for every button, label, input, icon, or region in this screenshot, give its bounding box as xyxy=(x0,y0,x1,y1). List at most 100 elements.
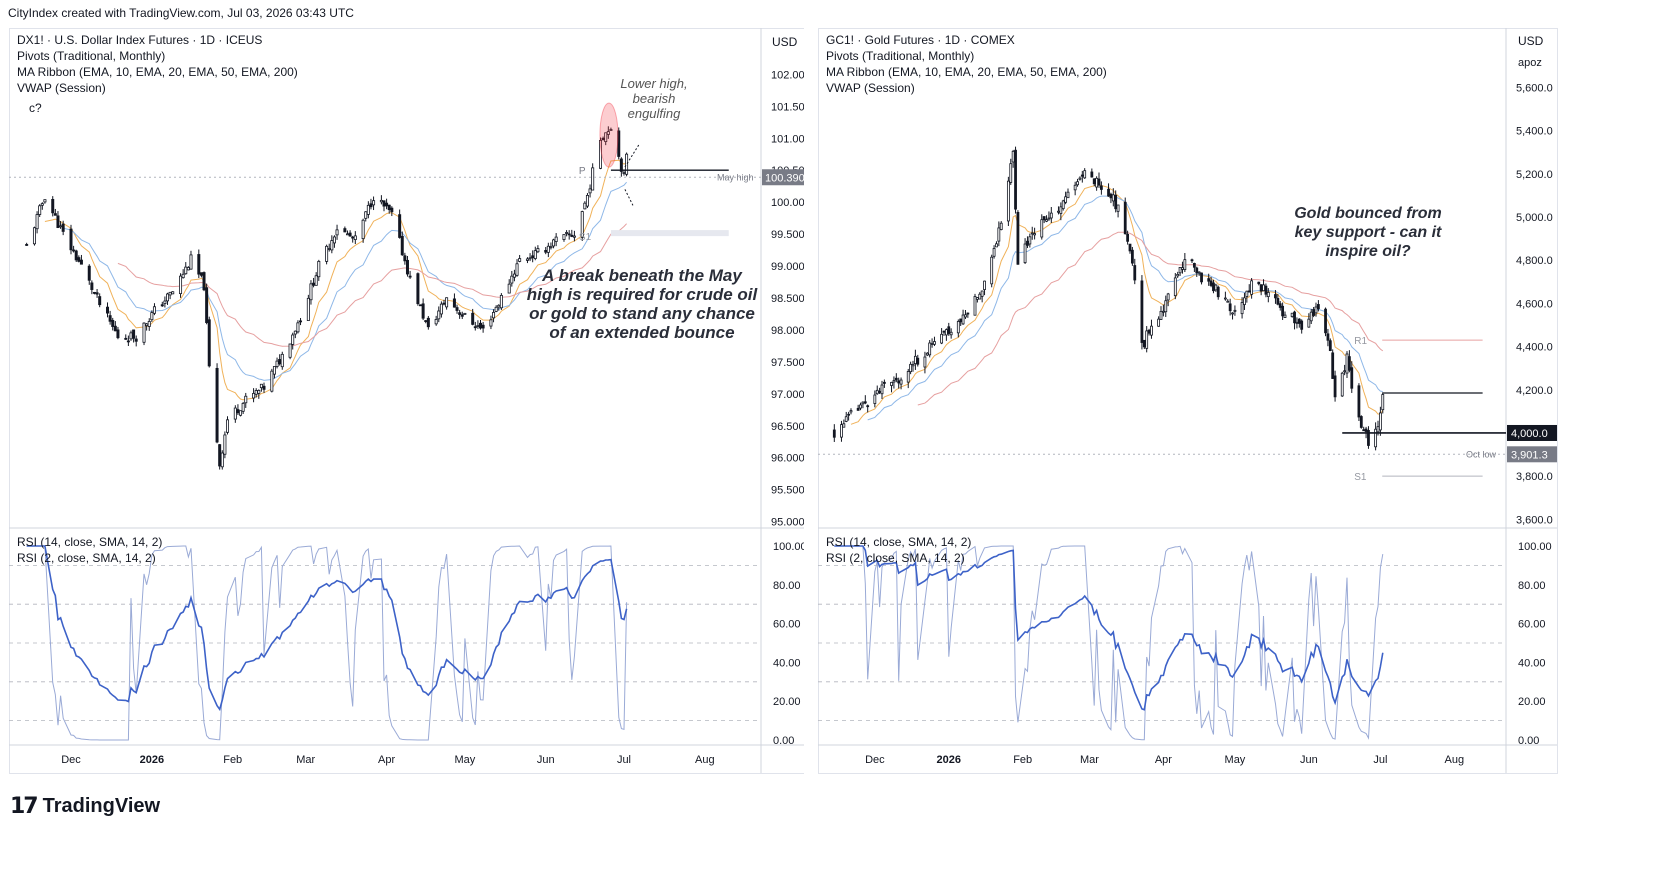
candle-body xyxy=(202,272,206,291)
tradingview-logo[interactable]: 17 TradingView xyxy=(10,794,160,819)
candle xyxy=(332,235,336,248)
unit-label[interactable]: apoz xyxy=(1518,57,1542,69)
candle-body xyxy=(419,304,423,307)
candle-body xyxy=(1123,201,1127,235)
panel-frame xyxy=(9,28,804,774)
legend-vwap[interactable]: VWAP (Session) xyxy=(826,81,915,95)
candle xyxy=(1264,283,1268,298)
candle xyxy=(335,224,339,240)
candle-body xyxy=(1314,306,1318,314)
rsi2-legend[interactable]: RSI (2, close, SMA, 14, 2) xyxy=(826,551,965,565)
candle xyxy=(536,245,540,254)
candle-body xyxy=(163,300,167,304)
candle-body xyxy=(197,254,201,275)
candle-body xyxy=(599,140,602,169)
candle-body xyxy=(992,248,996,257)
legend-ma-ribbon[interactable]: MA Ribbon (EMA, 10, EMA, 20, EMA, 50, EM… xyxy=(17,65,298,79)
candle-body xyxy=(1181,267,1184,270)
candle-body xyxy=(1197,271,1201,274)
legend-symbol[interactable]: DX1! · U.S. Dollar Index Futures · 1D · … xyxy=(17,33,263,47)
currency-label[interactable]: USD xyxy=(772,35,798,49)
candle-body xyxy=(492,312,496,319)
candle-body xyxy=(1157,318,1161,327)
candle-body xyxy=(1245,290,1249,297)
candle-body xyxy=(309,283,313,301)
candle xyxy=(1126,230,1130,245)
candle xyxy=(1357,383,1361,422)
candle xyxy=(1326,328,1330,347)
candle xyxy=(933,336,936,347)
gold-chart-canvas[interactable]: 3,600.0 3,800.0 4,000.0 4,200.0 4,400.0 4,600… xyxy=(818,28,1613,820)
candle-body xyxy=(1295,321,1299,324)
candle xyxy=(1233,305,1237,316)
candle-body xyxy=(343,228,347,233)
candle xyxy=(1033,227,1037,240)
candle-body xyxy=(205,287,209,323)
candle-body xyxy=(1033,233,1037,236)
candle-body xyxy=(925,352,929,356)
candle xyxy=(1257,281,1261,286)
gold-chart-panel[interactable]: 3,600.0 3,800.0 4,000.0 4,200.0 4,400.0 4,600… xyxy=(818,28,1613,820)
rsi14-legend[interactable]: RSI (14, close, SMA, 14, 2) xyxy=(17,535,163,549)
candle-body xyxy=(1090,171,1094,178)
candle-body xyxy=(1243,297,1246,305)
candle-body xyxy=(856,407,860,411)
candle-body xyxy=(314,275,318,286)
candle xyxy=(983,280,986,296)
candle xyxy=(452,293,456,308)
candle xyxy=(1042,216,1046,224)
candle-body xyxy=(1364,428,1368,432)
legend-vwap[interactable]: VWAP (Session) xyxy=(17,81,106,95)
candle-body xyxy=(1178,267,1182,274)
candle-body xyxy=(108,315,112,322)
candle-body xyxy=(77,257,81,262)
candle xyxy=(1266,288,1270,303)
candle xyxy=(861,401,865,409)
candle xyxy=(460,311,464,320)
candle xyxy=(445,297,449,310)
candle-body xyxy=(923,356,927,368)
candle xyxy=(1026,236,1029,249)
candle xyxy=(1166,292,1170,307)
candle-body xyxy=(32,227,36,245)
candle-body xyxy=(1014,149,1017,210)
y-tick-label: 5,400.0 xyxy=(1516,126,1553,138)
candle-body xyxy=(995,243,998,248)
candle-body xyxy=(25,244,29,246)
candle xyxy=(585,193,589,209)
candle-body xyxy=(168,291,172,296)
candle xyxy=(1099,181,1103,195)
candle xyxy=(1080,170,1084,183)
candle xyxy=(492,309,496,323)
dxy-chart-canvas[interactable]: 95.000 95.500 96.000 96.500 97.000 97.500 98.0… xyxy=(9,28,804,820)
dxy-chart-panel[interactable]: 95.000 95.500 96.000 96.500 97.000 97.500 98.0… xyxy=(9,28,804,820)
candle xyxy=(1145,326,1149,353)
candle-body xyxy=(549,246,553,249)
legend-pivots[interactable]: Pivots (Traditional, Monthly) xyxy=(826,49,975,63)
candle xyxy=(1181,261,1184,274)
candle xyxy=(1083,168,1087,179)
ema20-line xyxy=(867,195,1383,421)
candle xyxy=(1109,192,1113,204)
currency-label[interactable]: USD xyxy=(1518,34,1544,48)
candle-body xyxy=(494,306,498,312)
candle-body xyxy=(126,340,130,343)
legend-pivots[interactable]: Pivots (Traditional, Monthly) xyxy=(17,49,166,63)
candle xyxy=(1140,275,1144,350)
candle-body xyxy=(997,227,1001,242)
rsi14-legend[interactable]: RSI (14, close, SMA, 14, 2) xyxy=(826,535,972,549)
candle-body xyxy=(98,296,102,306)
price-tag-box xyxy=(1507,424,1557,441)
pivot-s1-band xyxy=(610,230,729,237)
candle-body xyxy=(973,296,977,316)
candle-body xyxy=(583,202,587,210)
candle xyxy=(1157,316,1161,327)
legend-symbol[interactable]: GC1! · Gold Futures · 1D · COMEX xyxy=(826,33,1015,47)
candle-body xyxy=(1140,280,1144,343)
rsi2-legend[interactable]: RSI (2, close, SMA, 14, 2) xyxy=(17,551,156,565)
candle xyxy=(606,126,610,139)
legend-ma-ribbon[interactable]: MA Ribbon (EMA, 10, EMA, 20, EMA, 50, EM… xyxy=(826,65,1107,79)
candle-body xyxy=(184,266,188,275)
candle-body xyxy=(606,131,610,135)
candle-body xyxy=(416,273,420,305)
